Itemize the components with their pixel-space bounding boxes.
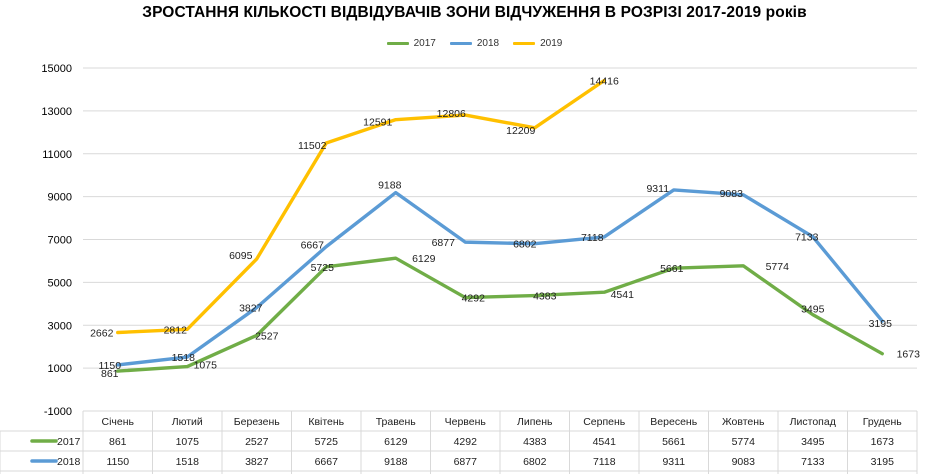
- table-cell: 9311: [662, 456, 685, 468]
- data-labels: 861 1075 2527 5725 6129 4292 4383 4541 5661 5774 3…: [90, 76, 920, 381]
- series-line-2018: [116, 188, 884, 367]
- data-label-2019: 2662: [90, 327, 114, 339]
- y-tick-label: 1000: [48, 363, 72, 375]
- data-label-2018: 6667: [301, 240, 325, 252]
- table-cell: 9188: [384, 456, 408, 468]
- table-cell: 3827: [245, 456, 269, 468]
- chart-legend: 2017 2018 2019: [0, 38, 949, 49]
- legend-label-2017: 2017: [413, 38, 436, 49]
- table-cell: 3495: [801, 436, 825, 448]
- y-tick-label: 9000: [48, 192, 72, 204]
- table-cell: 5725: [315, 436, 339, 448]
- legend-line-2019: [513, 42, 536, 45]
- data-label-2019: 12806: [437, 108, 466, 120]
- legend-line-2017: [386, 42, 409, 45]
- data-label-2018: 9311: [646, 183, 669, 195]
- table-cell: 9083: [732, 456, 756, 468]
- series-lines: [116, 78, 884, 373]
- category-label: Жовтень: [722, 416, 765, 428]
- category-label: Січень: [102, 416, 135, 428]
- legend-label-2019: 2019: [540, 38, 563, 49]
- table-cell: 7118: [593, 456, 616, 468]
- data-label-2017: 5725: [311, 262, 335, 274]
- category-label: Вересень: [650, 416, 697, 428]
- category-label: Березень: [234, 416, 281, 428]
- category-label: Квітень: [308, 416, 344, 428]
- category-label: Лютий: [172, 416, 203, 428]
- y-axis-ticks: -1000 1000 3000 5000 7000 9000 11000 13000 15000: [41, 63, 72, 418]
- data-label-2017: 5774: [766, 261, 790, 273]
- table-cell: 6877: [454, 456, 478, 468]
- data-label-2018: 6802: [513, 239, 537, 251]
- category-label: Липень: [517, 416, 553, 428]
- table-cell: 1518: [176, 456, 200, 468]
- series-line-2019: [116, 78, 606, 335]
- data-label-2017: 5661: [660, 263, 684, 275]
- data-label-2017: 4541: [611, 289, 635, 301]
- data-label-2018: 7133: [795, 232, 819, 244]
- table-cell: 5774: [732, 436, 756, 448]
- table-cell: 4541: [593, 436, 617, 448]
- legend-label-2018: 2018: [476, 38, 500, 49]
- data-label-2017: 861: [101, 368, 119, 380]
- y-tick-label: 3000: [48, 320, 72, 332]
- table-series-name-2018: 2018: [57, 456, 81, 468]
- table-cell: 1150: [106, 456, 129, 468]
- table-cell: 6129: [384, 436, 408, 448]
- legend-item-2018: 2018: [449, 38, 500, 49]
- data-label-2019: 11502: [298, 140, 327, 152]
- table-cell: 2527: [245, 436, 269, 448]
- data-label-2018: 3195: [869, 318, 893, 330]
- data-label-2017: 2527: [255, 330, 279, 342]
- data-table: Січень Лютий Березень Квітень Травень Червень…: [0, 410, 918, 474]
- legend-item-2019: 2019: [513, 38, 562, 49]
- data-label-2017: 6129: [412, 253, 436, 265]
- category-label: Травень: [376, 416, 417, 428]
- data-label-2018: 9083: [720, 188, 744, 200]
- chart-title: ЗРОСТАННЯ КІЛЬКОСТІ ВІДВІДУВАЧІВ ЗОНИ ВІ…: [142, 4, 807, 21]
- series-line-2017: [116, 256, 884, 373]
- data-label-2019: 6095: [229, 250, 253, 262]
- data-label-2019: 2812: [164, 324, 188, 336]
- data-label-2019: 14416: [590, 76, 619, 88]
- y-tick-label: 13000: [41, 106, 72, 118]
- table-cell: 1075: [176, 436, 200, 448]
- y-tick-label: 7000: [48, 235, 72, 247]
- data-label-2019: 12209: [506, 125, 535, 137]
- data-label-2017: 1075: [194, 360, 218, 372]
- data-label-2019: 12591: [363, 117, 392, 129]
- category-label: Червень: [445, 416, 487, 428]
- table-cell: 1673: [871, 436, 895, 448]
- data-label-2017: 1673: [897, 349, 921, 361]
- y-tick-label: 5000: [48, 277, 72, 289]
- table-cell: 4292: [454, 436, 478, 448]
- data-label-2018: 7118: [581, 232, 604, 244]
- table-cell: 861: [109, 436, 127, 448]
- legend-item-2017: 2017: [386, 38, 436, 49]
- table-cell: 3195: [871, 456, 895, 468]
- table-cell: 6667: [315, 456, 339, 468]
- data-label-2018: 3827: [239, 303, 263, 315]
- table-series-name-2017: 2017: [57, 436, 81, 448]
- table-cell: 5661: [662, 436, 686, 448]
- data-label-2017: 4292: [462, 293, 486, 305]
- category-label: Грудень: [863, 416, 902, 428]
- table-cell: 4383: [523, 436, 547, 448]
- y-tick-label: 11000: [42, 149, 72, 161]
- legend-line-2018: [449, 42, 472, 45]
- category-label: Серпень: [583, 416, 626, 428]
- table-cell: 7133: [801, 456, 825, 468]
- data-label-2018: 1518: [172, 352, 196, 364]
- data-label-2017: 3495: [801, 304, 825, 316]
- data-label-2018: 1150: [98, 360, 121, 372]
- data-label-2018: 6877: [432, 237, 456, 249]
- data-label-2018: 9188: [378, 180, 402, 192]
- y-tick-label: -1000: [44, 406, 72, 418]
- category-label: Листопад: [790, 416, 836, 428]
- table-cell: 6802: [523, 456, 547, 468]
- y-tick-label: 15000: [41, 63, 72, 75]
- data-label-2017: 4383: [533, 291, 557, 303]
